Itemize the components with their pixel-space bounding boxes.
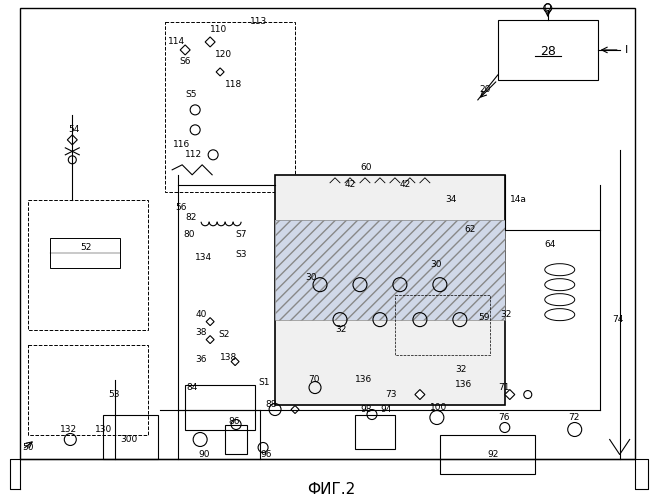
- Text: 62: 62: [465, 225, 476, 234]
- Bar: [275, 220, 505, 320]
- Polygon shape: [505, 390, 515, 400]
- Text: S5: S5: [185, 90, 197, 99]
- Text: 90: 90: [198, 450, 210, 459]
- Text: 30: 30: [430, 260, 442, 269]
- Bar: [355, 415, 395, 450]
- Text: 76: 76: [498, 413, 509, 422]
- Bar: [28, 345, 148, 435]
- Text: 14a: 14a: [510, 195, 527, 204]
- Text: O: O: [544, 3, 551, 13]
- Text: 134: 134: [195, 253, 213, 262]
- Bar: [28, 200, 148, 330]
- Text: S3: S3: [235, 250, 247, 259]
- Text: 80: 80: [183, 230, 195, 239]
- Text: 73: 73: [385, 390, 397, 399]
- Bar: [103, 415, 158, 460]
- Polygon shape: [206, 336, 214, 344]
- Text: 70: 70: [308, 375, 320, 384]
- Bar: [275, 220, 505, 320]
- Text: 40: 40: [195, 310, 207, 319]
- Text: 132: 132: [60, 425, 77, 434]
- Text: ФИГ.2: ФИГ.2: [307, 482, 355, 497]
- Bar: [498, 20, 598, 80]
- Text: 136: 136: [355, 375, 372, 384]
- Text: 112: 112: [185, 150, 203, 159]
- Polygon shape: [205, 37, 215, 47]
- Text: 64: 64: [545, 240, 556, 249]
- Text: 32: 32: [335, 325, 346, 334]
- Text: I: I: [625, 45, 628, 55]
- Text: 38: 38: [195, 328, 207, 337]
- Text: 30: 30: [305, 273, 316, 282]
- Text: 54: 54: [68, 125, 79, 134]
- Text: 50: 50: [23, 443, 34, 452]
- Polygon shape: [206, 318, 214, 326]
- Bar: [225, 425, 247, 455]
- Bar: [166, 22, 295, 192]
- Bar: [440, 435, 535, 475]
- Text: 42: 42: [345, 180, 356, 189]
- Polygon shape: [415, 390, 425, 400]
- Text: 96: 96: [260, 450, 271, 459]
- Text: 114: 114: [168, 37, 185, 46]
- Text: 34: 34: [445, 195, 456, 204]
- Text: 120: 120: [215, 50, 232, 59]
- Bar: [185, 385, 255, 430]
- Text: 94: 94: [380, 405, 391, 414]
- Polygon shape: [216, 68, 224, 76]
- Text: S7: S7: [235, 230, 247, 239]
- Text: 300: 300: [120, 435, 138, 444]
- Text: 84: 84: [186, 383, 197, 392]
- Polygon shape: [68, 135, 77, 145]
- Text: 92: 92: [488, 450, 499, 459]
- Text: 113: 113: [250, 17, 267, 26]
- Text: 36: 36: [195, 355, 207, 364]
- Text: 86: 86: [228, 417, 240, 426]
- Text: 116: 116: [173, 140, 191, 149]
- Text: 138: 138: [220, 353, 238, 362]
- Text: 32: 32: [500, 310, 511, 319]
- Text: S2: S2: [218, 330, 230, 339]
- Text: 20: 20: [480, 85, 491, 94]
- Text: 28: 28: [540, 45, 555, 58]
- Bar: [395, 295, 490, 355]
- Text: 100: 100: [430, 403, 447, 412]
- Text: 32: 32: [455, 365, 466, 374]
- Text: 118: 118: [225, 80, 242, 89]
- Text: 60: 60: [360, 163, 371, 172]
- Text: 52: 52: [80, 243, 91, 252]
- Text: 82: 82: [185, 213, 197, 222]
- Text: 110: 110: [210, 25, 227, 34]
- Text: S1: S1: [258, 378, 269, 387]
- Text: 136: 136: [455, 380, 472, 389]
- Text: 88: 88: [265, 400, 277, 409]
- Text: 72: 72: [568, 413, 579, 422]
- Text: 56: 56: [175, 203, 187, 212]
- Text: 53: 53: [109, 390, 120, 399]
- Text: 59: 59: [478, 313, 489, 322]
- Text: 98: 98: [360, 405, 371, 414]
- Text: 130: 130: [95, 425, 113, 434]
- Polygon shape: [231, 358, 239, 366]
- Text: 74: 74: [612, 315, 624, 324]
- Text: 42: 42: [400, 180, 411, 189]
- Text: 71: 71: [498, 383, 509, 392]
- Bar: [275, 175, 505, 405]
- Polygon shape: [291, 406, 299, 414]
- Text: S6: S6: [179, 57, 191, 66]
- Polygon shape: [180, 45, 190, 55]
- Bar: [50, 238, 120, 267]
